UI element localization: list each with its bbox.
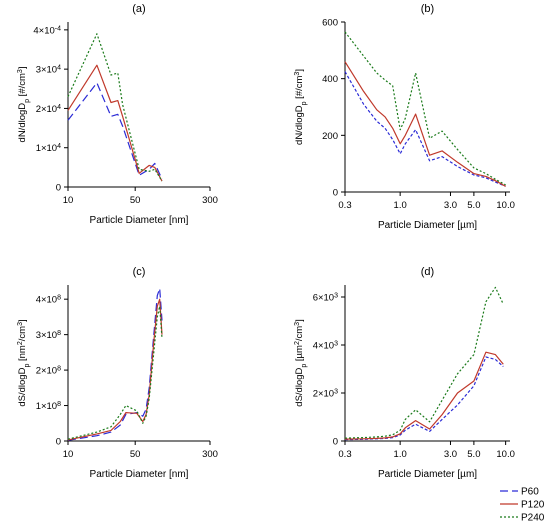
y-tick-label: 2×104 [36, 103, 61, 115]
y-tick-label: 0 [333, 437, 338, 448]
x-tick-label: 1.0 [394, 200, 407, 211]
x-tick-label: 5.0 [467, 200, 480, 211]
y-tick-label: 1×108 [36, 401, 61, 413]
x-tick-label: 0.3 [338, 449, 351, 460]
x-axis-label: Particle Diameter [nm] [90, 469, 189, 480]
series-line-p60 [67, 287, 163, 441]
y-axis-label: dS/dlogDp [µm2/cm3] [294, 319, 308, 406]
x-tick-label: 10.0 [496, 200, 515, 211]
series-line-p120 [344, 351, 504, 440]
x-tick-label: 3.0 [444, 200, 457, 211]
legend-label-p60: P60 [521, 487, 539, 498]
y-tick-label: 3×108 [36, 330, 61, 342]
x-tick-label: 50 [130, 449, 141, 460]
y-tick-label: 0 [333, 188, 338, 199]
y-tick-label: 4×108 [36, 294, 61, 306]
series-line-p120 [67, 64, 163, 182]
series-line-p240 [344, 286, 504, 439]
legend-label-p240: P240 [521, 513, 545, 524]
y-tick-label: 4×10-4 [33, 25, 61, 37]
y-tick-label: 200 [322, 131, 338, 142]
x-tick-label: 10.0 [496, 449, 515, 460]
x-tick-label: 1.0 [394, 449, 407, 460]
y-axis-label: dS/dlogDp [nm2/cm3] [17, 319, 31, 406]
x-tick-label: 50 [130, 195, 141, 206]
panel-label: (d) [421, 266, 434, 278]
x-tick-label: 5.0 [467, 449, 480, 460]
series-line-p240 [344, 31, 506, 186]
x-tick-label: 10 [63, 449, 74, 460]
chart-panel-b: (b) 0.3 1.0 3.0 5.0 10.0 0 200 400 600 Particle Di… [294, 3, 515, 231]
x-tick-label: 300 [202, 449, 218, 460]
series-line-p60 [344, 356, 504, 441]
y-tick-label: 600 [322, 18, 338, 29]
x-tick-label: 0.3 [338, 200, 351, 211]
panel-label: (b) [421, 3, 434, 15]
chart-panel-c: (c) 10 50 300 0 1×108 2×108 3×108 4×108 Particle … [17, 266, 218, 480]
series-line-p120 [344, 61, 506, 187]
y-axis-label: dN/dlogDp [#/cm3] [294, 69, 308, 145]
series-line-p60 [67, 82, 163, 180]
y-tick-label: 0 [56, 437, 61, 448]
x-axis-label: Particle Diameter [µm] [378, 469, 477, 480]
y-tick-label: 4×103 [313, 340, 338, 352]
chart-panel-d: (d) 0.3 1.0 3.0 5.0 10.0 0 2×103 4×103 6×103 Parti… [294, 266, 515, 480]
y-axis-label: dN/dlogDp [#/cm3] [17, 67, 31, 143]
x-tick-label: 300 [202, 195, 218, 206]
legend: P60 P120 P240 [500, 487, 545, 524]
y-tick-label: 2×108 [36, 365, 61, 377]
y-tick-label: 6×103 [313, 292, 338, 304]
series-line-p240 [67, 33, 163, 182]
x-tick-label: 3.0 [444, 449, 457, 460]
chart-panel-a: (a) 10 50 300 0 1×104 2×104 3×104 4×10-4 Particle… [17, 3, 218, 226]
legend-label-p120: P120 [521, 500, 545, 511]
y-tick-label: 400 [322, 74, 338, 85]
series-line-p240 [67, 305, 163, 440]
panel-label: (c) [133, 266, 146, 278]
series-line-p60 [344, 71, 506, 187]
x-axis-label: Particle Diameter [µm] [378, 220, 477, 231]
y-tick-label: 2×103 [313, 388, 338, 400]
x-axis-label: Particle Diameter [nm] [90, 215, 189, 226]
y-tick-label: 3×104 [36, 64, 61, 76]
x-tick-label: 10 [63, 195, 74, 206]
y-tick-label: 0 [56, 183, 61, 194]
series-line-p120 [67, 298, 163, 441]
panel-label: (a) [132, 3, 145, 15]
y-tick-label: 1×104 [36, 143, 61, 155]
